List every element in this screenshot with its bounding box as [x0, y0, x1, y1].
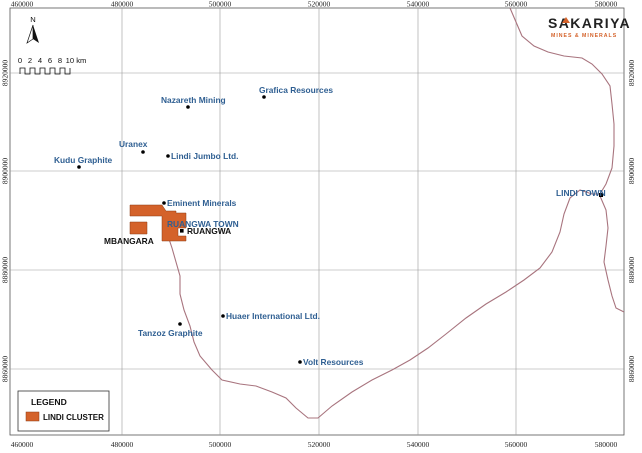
place-label-nazareth-mining: Nazareth Mining: [161, 95, 226, 105]
marker-volt-resources: [298, 360, 302, 364]
legend-box: [17, 390, 110, 432]
ruangwa-cluster-polygon: [129, 204, 187, 242]
x-tick-label: 580000: [595, 440, 618, 449]
x-tick-label-top: 540000: [407, 0, 430, 9]
y-axis-ticks: 8920000 8900000 8880000 8860000: [1, 60, 10, 383]
marker-lindi-jumbo: [166, 154, 170, 158]
scale-tick-label: 2: [28, 56, 32, 65]
x-tick-label: 520000: [308, 440, 331, 449]
location-markers: [77, 95, 603, 364]
place-label-huaer-international: Huaer International Ltd.: [226, 311, 320, 321]
place-label-mbangara: MBANGARA: [104, 236, 154, 246]
place-label-ruangwa-town: RUANGWA TOWN: [167, 219, 239, 229]
y-tick-label-right: 8920000: [627, 60, 636, 87]
y-tick-label: 8920000: [1, 60, 10, 87]
district-boundary-line: [167, 7, 615, 419]
grid-lines: [10, 8, 624, 435]
marker-grafica-resources: [262, 95, 266, 99]
legend: LEGEND LINDI CLUSTER: [17, 390, 110, 432]
place-label-eminent-minerals: Eminent Minerals: [167, 198, 237, 208]
lindi-coast-line: [599, 195, 625, 313]
place-label-tanzoz-graphite: Tanzoz Graphite: [138, 328, 203, 338]
marker-eminent-minerals: [162, 201, 166, 205]
legend-item-label: LINDI CLUSTER: [43, 413, 104, 422]
lindi-cluster-area: [129, 204, 187, 242]
scale-bar: 0 2 4 6 8 10 km: [18, 56, 87, 75]
scale-tick-label: 4: [38, 56, 42, 65]
marker-tanzoz-graphite: [178, 322, 182, 326]
x-axis-ticks-top: 460000 480000 500000 520000 540000 56000…: [11, 0, 618, 9]
scale-tick-label: 6: [48, 56, 52, 65]
y-axis-ticks-right: 8920000 8900000 8880000 8860000: [627, 60, 636, 383]
x-tick-label-top: 500000: [209, 0, 232, 9]
marker-kudu-graphite: [77, 165, 81, 169]
marker-lindi-town: [599, 193, 603, 197]
y-tick-label: 8860000: [1, 356, 10, 383]
y-tick-label-right: 8860000: [627, 356, 636, 383]
x-tick-label: 480000: [111, 440, 134, 449]
y-tick-label-right: 8900000: [627, 158, 636, 185]
north-arrow-icon: N: [26, 15, 39, 44]
north-arrow-left-half: [26, 24, 34, 44]
scale-bar-line: [19, 67, 71, 75]
y-tick-label-right: 8880000: [627, 257, 636, 284]
mbangara-cluster-polygon: [129, 221, 148, 235]
x-tick-label-top: 460000: [11, 0, 34, 9]
map-frame: [9, 7, 625, 436]
place-label-ruangwa: RUANGWA: [187, 226, 231, 236]
place-label-lindi-jumbo: Lindi Jumbo Ltd.: [171, 151, 238, 161]
legend-swatch-lindi-cluster: [25, 411, 40, 422]
place-label-uranex: Uranex: [119, 139, 148, 149]
scale-tick-label: 10 km: [66, 56, 87, 65]
x-axis-ticks: 460000 480000 500000 520000 540000 56000…: [11, 440, 618, 449]
logo-tagline: MINES & MINERALS: [551, 33, 617, 39]
logo-accent-icon: [562, 17, 570, 23]
x-tick-label-top: 560000: [505, 0, 528, 9]
marker-huaer-international: [221, 314, 225, 318]
legend-title: LEGEND: [31, 397, 67, 407]
north-arrow-label: N: [30, 15, 35, 24]
place-label-volt-resources: Volt Resources: [303, 357, 364, 367]
scale-tick-label: 8: [58, 56, 62, 65]
y-tick-label: 8900000: [1, 158, 10, 185]
north-arrow-right-half: [33, 25, 39, 43]
place-label-kudu-graphite: Kudu Graphite: [54, 155, 113, 165]
x-tick-label: 460000: [11, 440, 34, 449]
x-tick-label: 540000: [407, 440, 430, 449]
y-tick-label: 8880000: [1, 257, 10, 284]
x-tick-label-top: 580000: [595, 0, 618, 9]
x-tick-label: 560000: [505, 440, 528, 449]
marker-nazareth-mining: [186, 105, 190, 109]
place-label-grafica-resources: Grafica Resources: [259, 85, 333, 95]
x-tick-label-top: 520000: [308, 0, 331, 9]
logo-name: SAKARIYA: [548, 15, 631, 31]
x-tick-label: 500000: [209, 440, 232, 449]
marker-uranex: [141, 150, 145, 154]
place-label-lindi-town: LINDI TOWN: [556, 188, 606, 198]
place-labels: Grafica Resources Nazareth Mining Uranex…: [54, 85, 606, 367]
sakariya-logo: SAKARIYA MINES & MINERALS: [548, 15, 631, 39]
scale-tick-label: 0: [18, 56, 22, 65]
x-tick-label-top: 480000: [111, 0, 134, 9]
marker-ruangwa-town: [180, 229, 184, 233]
